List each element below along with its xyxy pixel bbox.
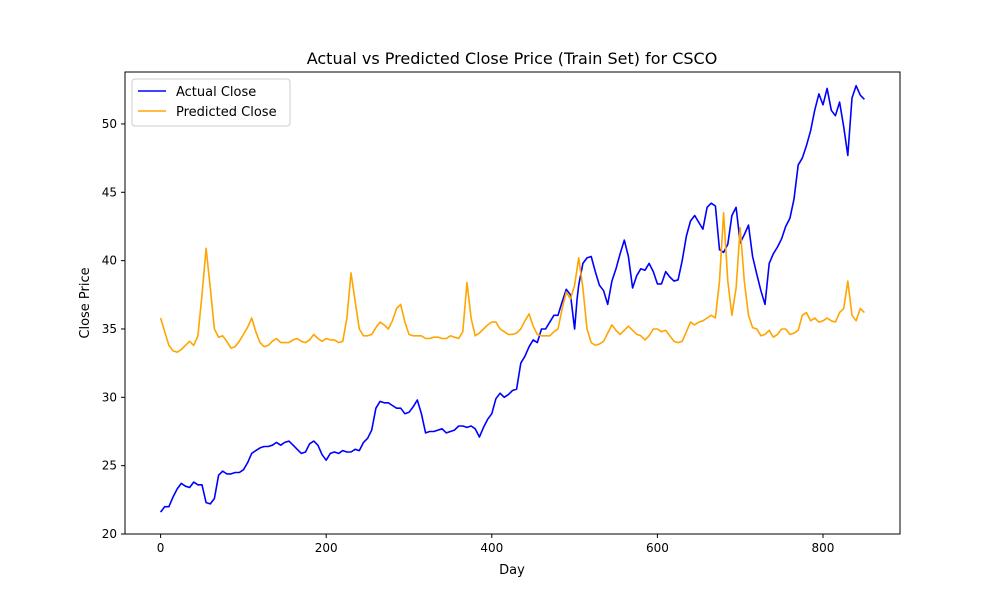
x-tick-label: 800 <box>812 541 835 555</box>
series-layer <box>159 84 865 513</box>
series-line-actual-close <box>159 84 865 513</box>
x-tick-label: 200 <box>315 541 338 555</box>
chart-title: Actual vs Predicted Close Price (Train S… <box>307 49 718 68</box>
y-tick-label: 30 <box>102 390 117 404</box>
x-tick-label: 400 <box>480 541 503 555</box>
legend-box <box>131 78 291 127</box>
plot-frame <box>124 71 901 535</box>
legend-label: Predicted Close <box>176 105 277 120</box>
y-tick-label: 25 <box>102 459 117 473</box>
y-tick-label: 35 <box>102 322 117 336</box>
y-tick-label: 45 <box>102 185 117 199</box>
y-axis-label: Close Price <box>78 267 93 338</box>
x-tick-label: 600 <box>646 541 669 555</box>
plot-area <box>124 71 901 535</box>
x-tick-label: 0 <box>157 541 165 555</box>
series-line-predicted-close <box>159 212 865 353</box>
y-tick-label: 20 <box>102 527 117 541</box>
x-axis-label: Day <box>499 563 525 578</box>
y-tick-label: 40 <box>102 254 117 268</box>
x-axis: 0 200 400 600 800 <box>157 534 835 555</box>
y-tick-label: 50 <box>102 117 117 131</box>
legend-label: Actual Close <box>176 85 256 100</box>
legend: Actual Close Predicted Close <box>131 78 291 127</box>
y-axis: 20 25 30 35 40 45 50 <box>102 117 125 541</box>
